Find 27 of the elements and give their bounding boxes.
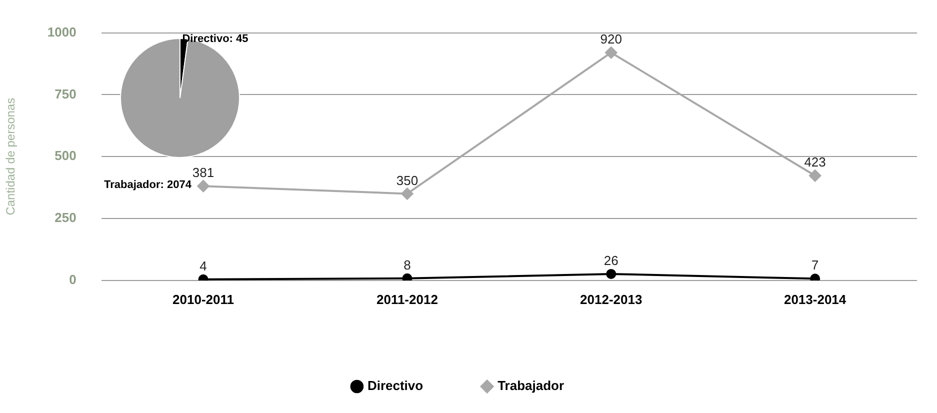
point — [809, 170, 822, 182]
y-axis-title: Cantidad de personas — [4, 98, 18, 216]
y-tick-label: 750 — [54, 86, 76, 102]
legend-label: Directivo — [367, 378, 424, 394]
data-label: Trabajador: 2074 — [104, 178, 192, 191]
data-label: 350 — [396, 172, 418, 188]
point — [606, 268, 616, 279]
data-label: 423 — [804, 154, 826, 170]
y-tick-label: 1000 — [47, 24, 76, 40]
data-label: Directivo: 45 — [182, 33, 248, 46]
data-label: 4 — [200, 258, 207, 274]
legend-label: Trabajador — [498, 378, 564, 394]
data-label: 381 — [192, 165, 214, 180]
y-tick-label: 250 — [54, 210, 76, 226]
x-tick-label: 2012-2013 — [580, 292, 642, 307]
y-tick-label: 500 — [54, 148, 76, 164]
data-label: 26 — [604, 253, 618, 268]
point — [401, 188, 414, 200]
x-tick-label: 2013-2014 — [784, 292, 847, 307]
data-label: 920 — [600, 32, 622, 47]
point — [402, 273, 412, 280]
data-label: 7 — [811, 258, 819, 273]
x-tick-label: 2010-2011 — [172, 292, 234, 307]
point — [197, 180, 210, 192]
y-tick-label: 0 — [69, 272, 76, 287]
data-label: 8 — [404, 257, 411, 272]
x-tick-label: 2011-2012 — [376, 292, 438, 307]
